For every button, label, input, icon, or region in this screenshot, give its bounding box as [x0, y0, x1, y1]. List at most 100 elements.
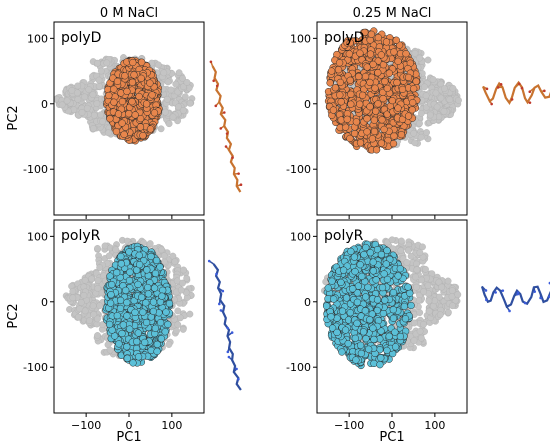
x-axis-label-left: PC1 [116, 430, 141, 445]
structure-illustration [207, 259, 242, 391]
atom [230, 331, 234, 334]
data-point [367, 30, 376, 38]
y-tick-label: 0 [41, 98, 48, 111]
background-point [173, 327, 180, 335]
data-point [345, 50, 353, 58]
data-point [144, 290, 153, 298]
background-point [437, 94, 445, 102]
x-tick-label: 0 [126, 419, 133, 432]
atom [215, 272, 218, 276]
atom [218, 302, 221, 306]
background-point [94, 332, 101, 339]
atom [227, 355, 231, 359]
background-point [446, 96, 454, 104]
data-point [380, 125, 388, 134]
data-point [412, 77, 420, 85]
background-point [455, 96, 462, 104]
background-point [429, 76, 437, 83]
background-point [95, 76, 103, 84]
data-point [368, 135, 377, 143]
atom [219, 127, 223, 130]
data-point [138, 58, 146, 66]
plot-area [62, 236, 195, 367]
background-point [433, 103, 441, 111]
highlight-cluster [324, 27, 421, 154]
data-point [150, 284, 159, 292]
data-point [136, 123, 145, 131]
background-point [422, 92, 430, 100]
background-point [77, 299, 85, 306]
data-point [117, 252, 125, 261]
data-point [117, 260, 125, 268]
background-point [105, 129, 112, 137]
data-point [385, 69, 393, 77]
data-point [346, 39, 354, 47]
background-point [411, 139, 419, 147]
data-point [356, 139, 365, 147]
x-tick-label: −100 [71, 419, 101, 432]
background-point [94, 59, 101, 67]
plot-area [320, 236, 462, 370]
data-point [133, 337, 141, 346]
background-point [404, 246, 412, 254]
background-point [75, 313, 82, 321]
data-point [336, 91, 344, 99]
data-point [128, 78, 137, 86]
background-point [417, 334, 425, 342]
data-point [135, 92, 143, 101]
background-point [74, 89, 81, 97]
data-point [374, 57, 382, 65]
data-point [114, 110, 123, 118]
background-point [448, 293, 456, 300]
x-axis-label-right: PC1 [379, 430, 404, 445]
background-point [454, 291, 462, 298]
background-point [171, 258, 179, 265]
atom [223, 111, 226, 114]
data-point [326, 79, 334, 87]
data-point [110, 98, 118, 106]
background-point [69, 294, 77, 302]
data-point [126, 268, 134, 276]
atom [214, 104, 218, 108]
background-point [410, 129, 418, 137]
data-point [165, 299, 174, 308]
data-point [120, 130, 128, 139]
background-point [58, 101, 66, 109]
background-point [97, 111, 105, 119]
data-point [393, 78, 401, 87]
data-point [116, 304, 125, 313]
background-point [423, 129, 430, 136]
data-point [112, 127, 121, 136]
background-point [424, 56, 432, 64]
data-point [143, 266, 151, 274]
data-point [130, 71, 138, 79]
data-point [372, 146, 381, 154]
background-point [419, 243, 426, 251]
data-point [369, 60, 377, 69]
data-point [378, 116, 386, 124]
data-point [123, 87, 131, 96]
data-point [327, 67, 336, 75]
background-point [176, 314, 184, 322]
data-point [123, 354, 131, 362]
highlight-cluster [103, 56, 163, 145]
data-point [371, 84, 379, 92]
background-point [83, 104, 91, 112]
data-point [347, 90, 355, 98]
data-point [392, 36, 400, 44]
y-axis-label-top: PC2 [6, 105, 21, 130]
data-point [108, 280, 116, 289]
data-point [156, 263, 164, 271]
background-point [432, 89, 440, 97]
background-point [179, 279, 186, 287]
background-point [440, 108, 448, 115]
data-point [410, 85, 418, 93]
data-point [383, 84, 391, 93]
background-point [160, 69, 168, 77]
data-point [374, 69, 382, 77]
background-point [94, 244, 101, 252]
atom [528, 101, 532, 104]
data-point [156, 318, 165, 327]
data-point [150, 109, 159, 117]
